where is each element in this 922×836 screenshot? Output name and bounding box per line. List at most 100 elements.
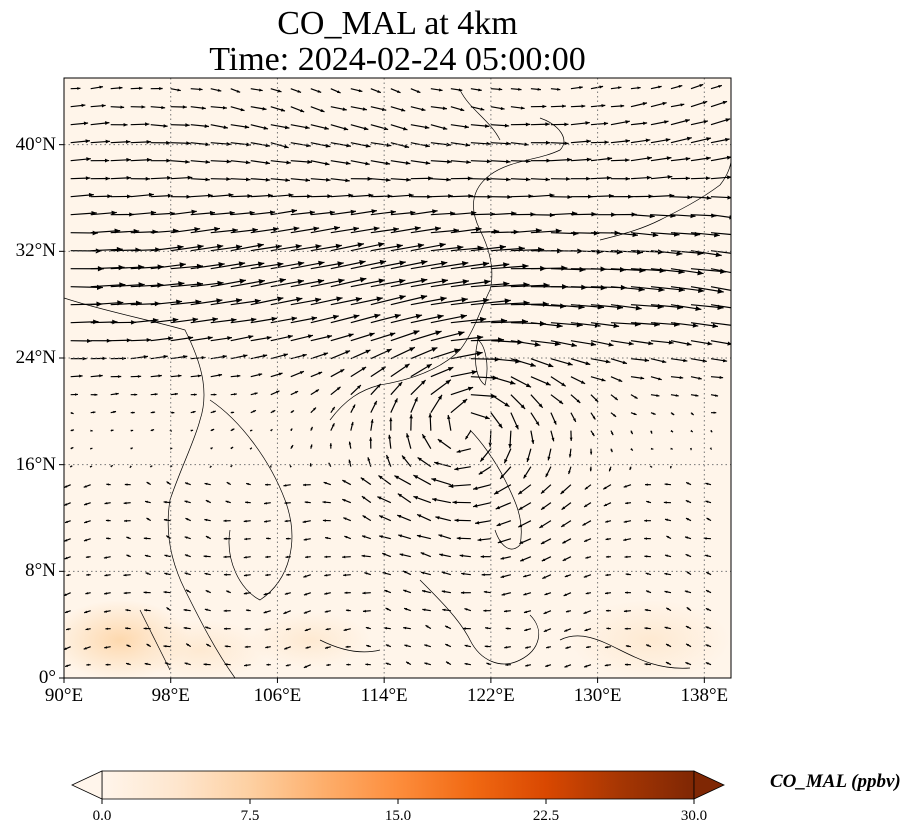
wind-vector-head	[692, 323, 699, 328]
wind-vector-head	[228, 193, 234, 198]
wind-vector-head	[230, 447, 234, 450]
wind-vector-head	[120, 105, 125, 109]
wind-vector-head	[618, 86, 622, 90]
wind-vector-head	[192, 317, 199, 323]
wind-vector-head	[362, 591, 366, 595]
wind-vector-head	[695, 306, 702, 312]
wind-vector-head	[111, 429, 114, 432]
wind-vector-head	[197, 374, 202, 378]
wind-vector-head	[642, 102, 647, 106]
wind-vector-head	[223, 573, 227, 576]
wind-vector-head	[343, 517, 347, 521]
wind-vector-head	[111, 210, 117, 216]
wind-vector-head	[226, 159, 232, 164]
wind-vector-head	[440, 260, 448, 267]
wind-vector-head	[428, 413, 433, 418]
wind-vector-head	[284, 592, 288, 595]
wind-vector-head	[184, 572, 188, 575]
wind-vector-head	[417, 457, 422, 462]
wind-vector-head	[369, 332, 375, 337]
wind-vector-head	[625, 120, 630, 124]
wind-vector-head	[191, 209, 197, 215]
wind-vector-head	[453, 348, 461, 354]
wind-vector-head	[346, 663, 349, 666]
wind-vector-head	[75, 393, 78, 396]
wind-vector-head	[625, 645, 629, 648]
wind-vector-head	[686, 607, 690, 610]
wind-vector-head	[382, 553, 386, 556]
wind-vector-head	[166, 481, 170, 485]
wind-vector-head	[205, 177, 210, 182]
wind-vector-head	[652, 412, 656, 415]
wind-vector-head	[663, 501, 667, 504]
wind-vector-shaft	[510, 284, 550, 288]
wind-vector-head	[414, 226, 421, 232]
wind-vector-head	[445, 625, 449, 629]
wind-vector-head	[146, 518, 150, 521]
wind-vector-head	[481, 573, 485, 577]
wind-vector-head	[725, 137, 730, 142]
wind-vector-head	[613, 414, 617, 417]
wind-vector-head	[223, 519, 227, 523]
wind-vector-head	[494, 490, 499, 495]
wind-vector-head	[297, 89, 302, 93]
wind-vector-head	[589, 451, 593, 455]
wind-vector-head	[420, 278, 428, 284]
wind-vector-head	[630, 448, 633, 451]
wind-vector-head	[686, 341, 692, 346]
wind-vector-head	[606, 175, 612, 180]
wind-vector-head	[284, 125, 290, 130]
wind-vector-head	[211, 429, 215, 432]
wind-vector-head	[718, 84, 722, 88]
co-concentration-patch	[570, 600, 730, 678]
colorbar-tick-label: 22.5	[532, 808, 560, 824]
wind-vector-head	[404, 363, 410, 369]
wind-vector-head	[483, 297, 490, 304]
wind-vector-head	[605, 555, 609, 558]
wind-vector-head	[265, 483, 268, 486]
wind-vector-head	[624, 627, 628, 630]
wind-vector-head	[343, 628, 347, 631]
wind-vector-head	[608, 342, 614, 347]
wind-vector-head	[464, 662, 468, 666]
wind-vector-head	[166, 607, 170, 610]
wind-vector-head	[284, 519, 288, 523]
wind-vector-head	[393, 227, 399, 232]
wind-vector-head	[201, 106, 206, 110]
wind-vector-head	[335, 243, 342, 249]
wind-vector-head	[506, 177, 511, 182]
wind-vector-head	[329, 443, 333, 446]
wind-vector-head	[644, 627, 648, 630]
wind-vector-head	[568, 454, 572, 458]
wind-vector-head	[71, 411, 74, 414]
wind-vector-head	[736, 306, 742, 311]
wind-vector-head	[697, 270, 704, 276]
wind-vector-head	[64, 556, 68, 560]
wind-vector-head	[394, 313, 401, 319]
wind-vector-head	[396, 90, 401, 93]
wind-vector-head	[344, 591, 348, 595]
wind-vector-head	[318, 260, 325, 267]
wind-vector-head	[171, 411, 175, 414]
wind-vector-head	[193, 393, 197, 396]
wind-vector-head	[522, 263, 529, 269]
wind-vector-head	[366, 644, 370, 648]
wind-vector-head	[184, 536, 188, 539]
wind-vector-head	[263, 610, 267, 614]
wind-vector-head	[106, 338, 112, 343]
wind-vector-head	[269, 465, 272, 468]
wind-vector-head	[285, 664, 289, 667]
wind-vector-head	[427, 194, 432, 199]
wind-vector-head	[405, 161, 411, 165]
wind-vector-head	[424, 662, 428, 665]
colorbar-tick-label: 30.0	[680, 808, 708, 824]
wind-vector-head	[311, 316, 317, 321]
wind-vector-head	[680, 103, 685, 107]
wind-vector-head	[630, 431, 633, 435]
wind-vector-head	[564, 665, 568, 668]
wind-vector-head	[226, 141, 232, 146]
wind-vector-head	[705, 554, 709, 558]
wind-vector-head	[586, 645, 589, 649]
wind-vector-head	[705, 608, 709, 611]
wind-vector-head	[584, 664, 588, 668]
